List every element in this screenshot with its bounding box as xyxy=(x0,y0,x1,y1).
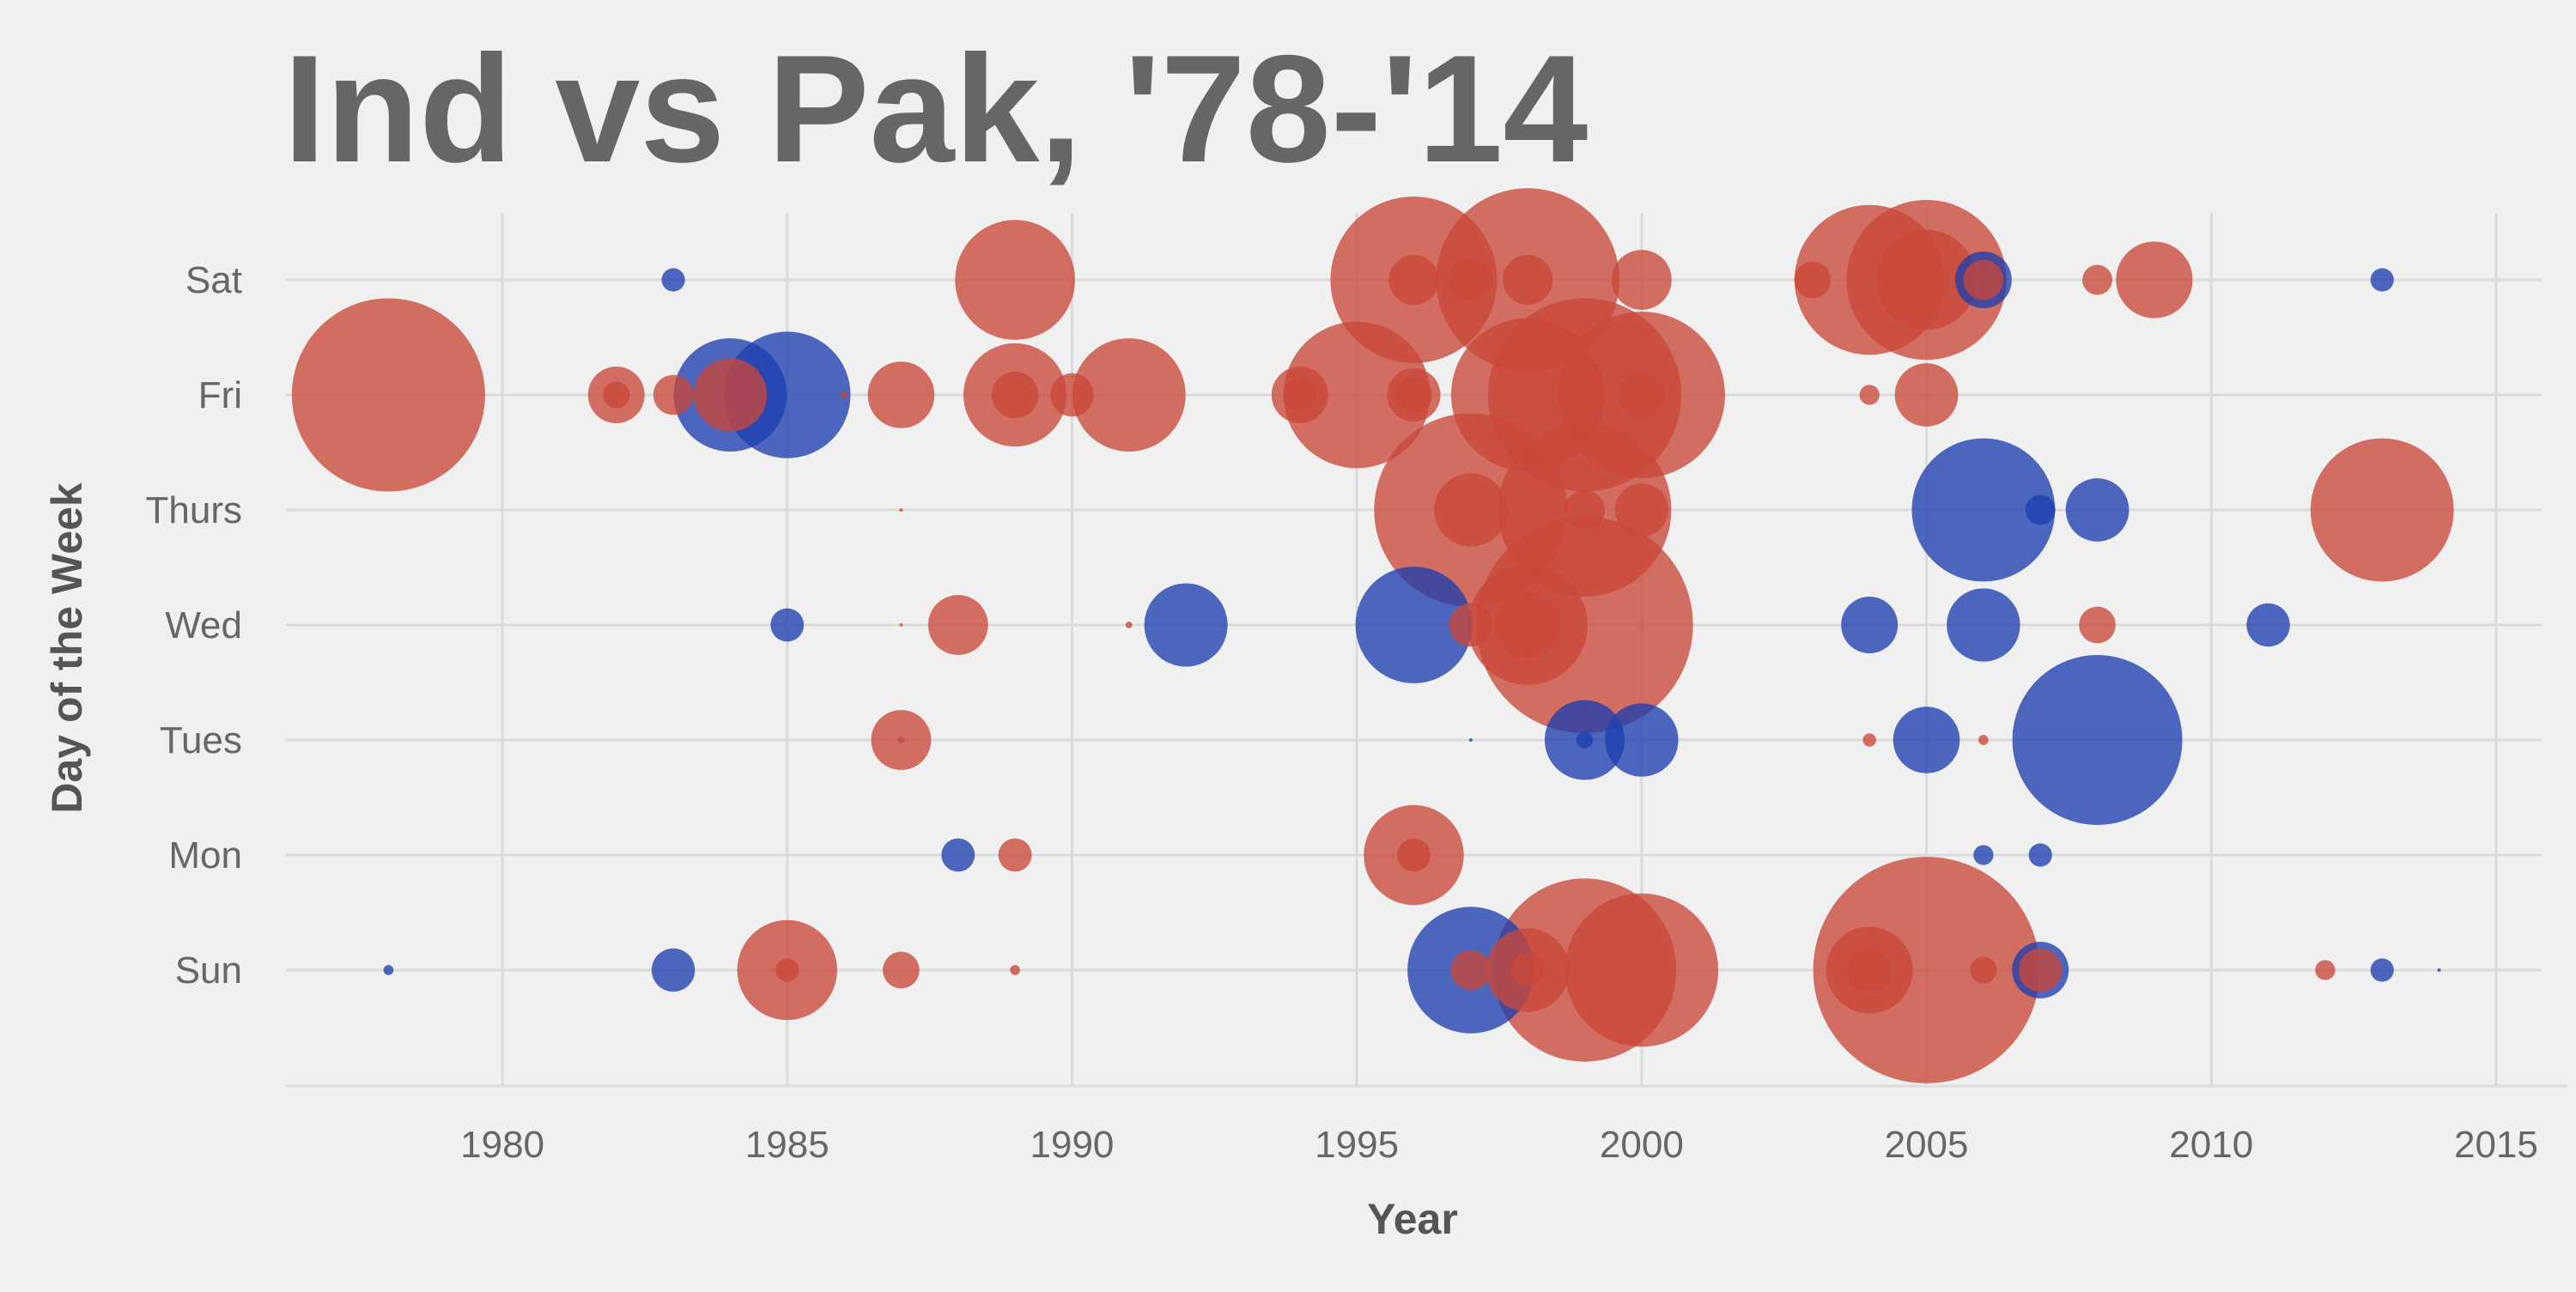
blue-bubble xyxy=(2370,958,2394,982)
red-bubble xyxy=(1050,373,1094,417)
red-bubble xyxy=(1618,371,1666,419)
red-bubble xyxy=(1970,956,1997,984)
red-bubble xyxy=(603,381,630,409)
axes: 1980 1985 1990 1995 2000 2005 2010 2015 Sun Mon Tu… xyxy=(146,259,2538,1166)
red-bubble xyxy=(1010,965,1020,975)
blue-bubble xyxy=(2028,843,2052,867)
blue-bubble xyxy=(651,948,696,992)
x-tick-label: 2015 xyxy=(2454,1124,2538,1166)
red-bubble xyxy=(883,951,920,989)
blue-bubble xyxy=(2246,603,2290,647)
red-bubble xyxy=(1450,949,1492,991)
blue-bubble xyxy=(661,268,685,292)
red-bubble xyxy=(693,358,768,432)
blue-bubble xyxy=(1355,567,1473,683)
blue-bubble xyxy=(1947,588,2020,662)
bubbles xyxy=(291,188,2454,1083)
blue-bubble xyxy=(1893,707,1960,773)
red-bubble xyxy=(775,958,799,982)
red-bubble xyxy=(2116,241,2193,318)
red-bubble xyxy=(899,508,903,512)
blue-bubble xyxy=(1144,583,1228,667)
blue-bubble xyxy=(2437,968,2441,972)
blue-bubble xyxy=(1605,703,1679,777)
red-bubble xyxy=(1283,321,1431,469)
red-bubble xyxy=(899,623,903,627)
x-tick-label: 2010 xyxy=(2169,1124,2253,1166)
y-tick-label: Sun xyxy=(175,949,242,992)
red-bubble xyxy=(1510,953,1545,987)
y-tick-label: Sat xyxy=(185,259,242,301)
red-bubble xyxy=(291,298,485,492)
red-bubble xyxy=(1876,229,1977,331)
red-bubble xyxy=(998,838,1032,872)
red-bubble xyxy=(1397,838,1431,872)
red-bubble xyxy=(2082,264,2113,295)
red-bubble xyxy=(1862,733,1876,747)
blue-bubble xyxy=(2012,655,2183,825)
red-bubble xyxy=(1813,857,2040,1083)
red-bubble xyxy=(1494,591,1561,658)
blue-bubble xyxy=(1973,845,1994,865)
red-bubble xyxy=(1978,735,1989,745)
blue-bubble xyxy=(2370,268,2394,292)
red-bubble xyxy=(991,371,1039,419)
x-tick-label: 2005 xyxy=(1885,1124,1969,1166)
red-bubble xyxy=(1449,603,1493,647)
red-bubble xyxy=(1434,473,1508,547)
red-bubble xyxy=(1894,363,1959,427)
red-bubble xyxy=(2310,438,2454,582)
red-bubble xyxy=(1503,254,1553,306)
x-tick-label: 1980 xyxy=(460,1124,544,1166)
red-bubble xyxy=(1072,338,1186,452)
red-bubble xyxy=(2315,960,2336,980)
red-bubble xyxy=(1395,376,1432,414)
red-bubble xyxy=(1449,258,1493,302)
red-bubble xyxy=(1859,385,1880,405)
red-bubble xyxy=(1794,261,1832,299)
x-tick-label: 1990 xyxy=(1030,1124,1115,1166)
blue-bubble xyxy=(1468,738,1473,742)
chart-title: Ind vs Pak, '78-'14 xyxy=(283,23,1588,194)
blue-bubble xyxy=(770,608,805,642)
red-bubble xyxy=(897,737,905,743)
red-bubble xyxy=(841,391,848,398)
red-bubble xyxy=(955,220,1075,340)
red-bubble xyxy=(927,595,988,655)
x-tick-label: 1995 xyxy=(1315,1124,1399,1166)
red-bubble xyxy=(2079,606,2116,644)
blue-bubble xyxy=(1576,731,1594,749)
blue-bubble xyxy=(941,838,975,872)
red-bubble xyxy=(1963,259,2004,300)
red-bubble xyxy=(1564,893,1719,1047)
y-tick-label: Wed xyxy=(165,604,242,646)
red-bubble xyxy=(1847,948,1892,992)
blue-bubble xyxy=(383,965,394,975)
red-bubble xyxy=(2019,948,2063,992)
x-axis-title: Year xyxy=(1367,1195,1458,1243)
red-bubble xyxy=(867,361,935,428)
red-bubble xyxy=(1611,250,1672,310)
blue-bubble xyxy=(2025,494,2056,525)
y-tick-label: Tues xyxy=(160,719,242,761)
red-bubble xyxy=(653,374,694,416)
red-bubble xyxy=(1564,489,1605,531)
red-bubble xyxy=(1614,482,1668,537)
x-tick-label: 1985 xyxy=(745,1124,829,1166)
red-bubble xyxy=(1283,378,1317,412)
blue-bubble xyxy=(2065,478,2129,542)
y-tick-label: Mon xyxy=(168,834,242,876)
red-bubble xyxy=(1388,254,1439,306)
y-tick-label: Thurs xyxy=(146,489,242,531)
red-bubble xyxy=(1125,622,1133,628)
y-axis-title: Day of the Week xyxy=(43,482,91,813)
blue-bubble xyxy=(1911,438,2056,582)
red-bubble xyxy=(1450,318,1605,472)
blue-bubble xyxy=(1841,597,1899,653)
x-tick-label: 2000 xyxy=(1600,1124,1684,1166)
y-tick-label: Fri xyxy=(198,374,242,416)
